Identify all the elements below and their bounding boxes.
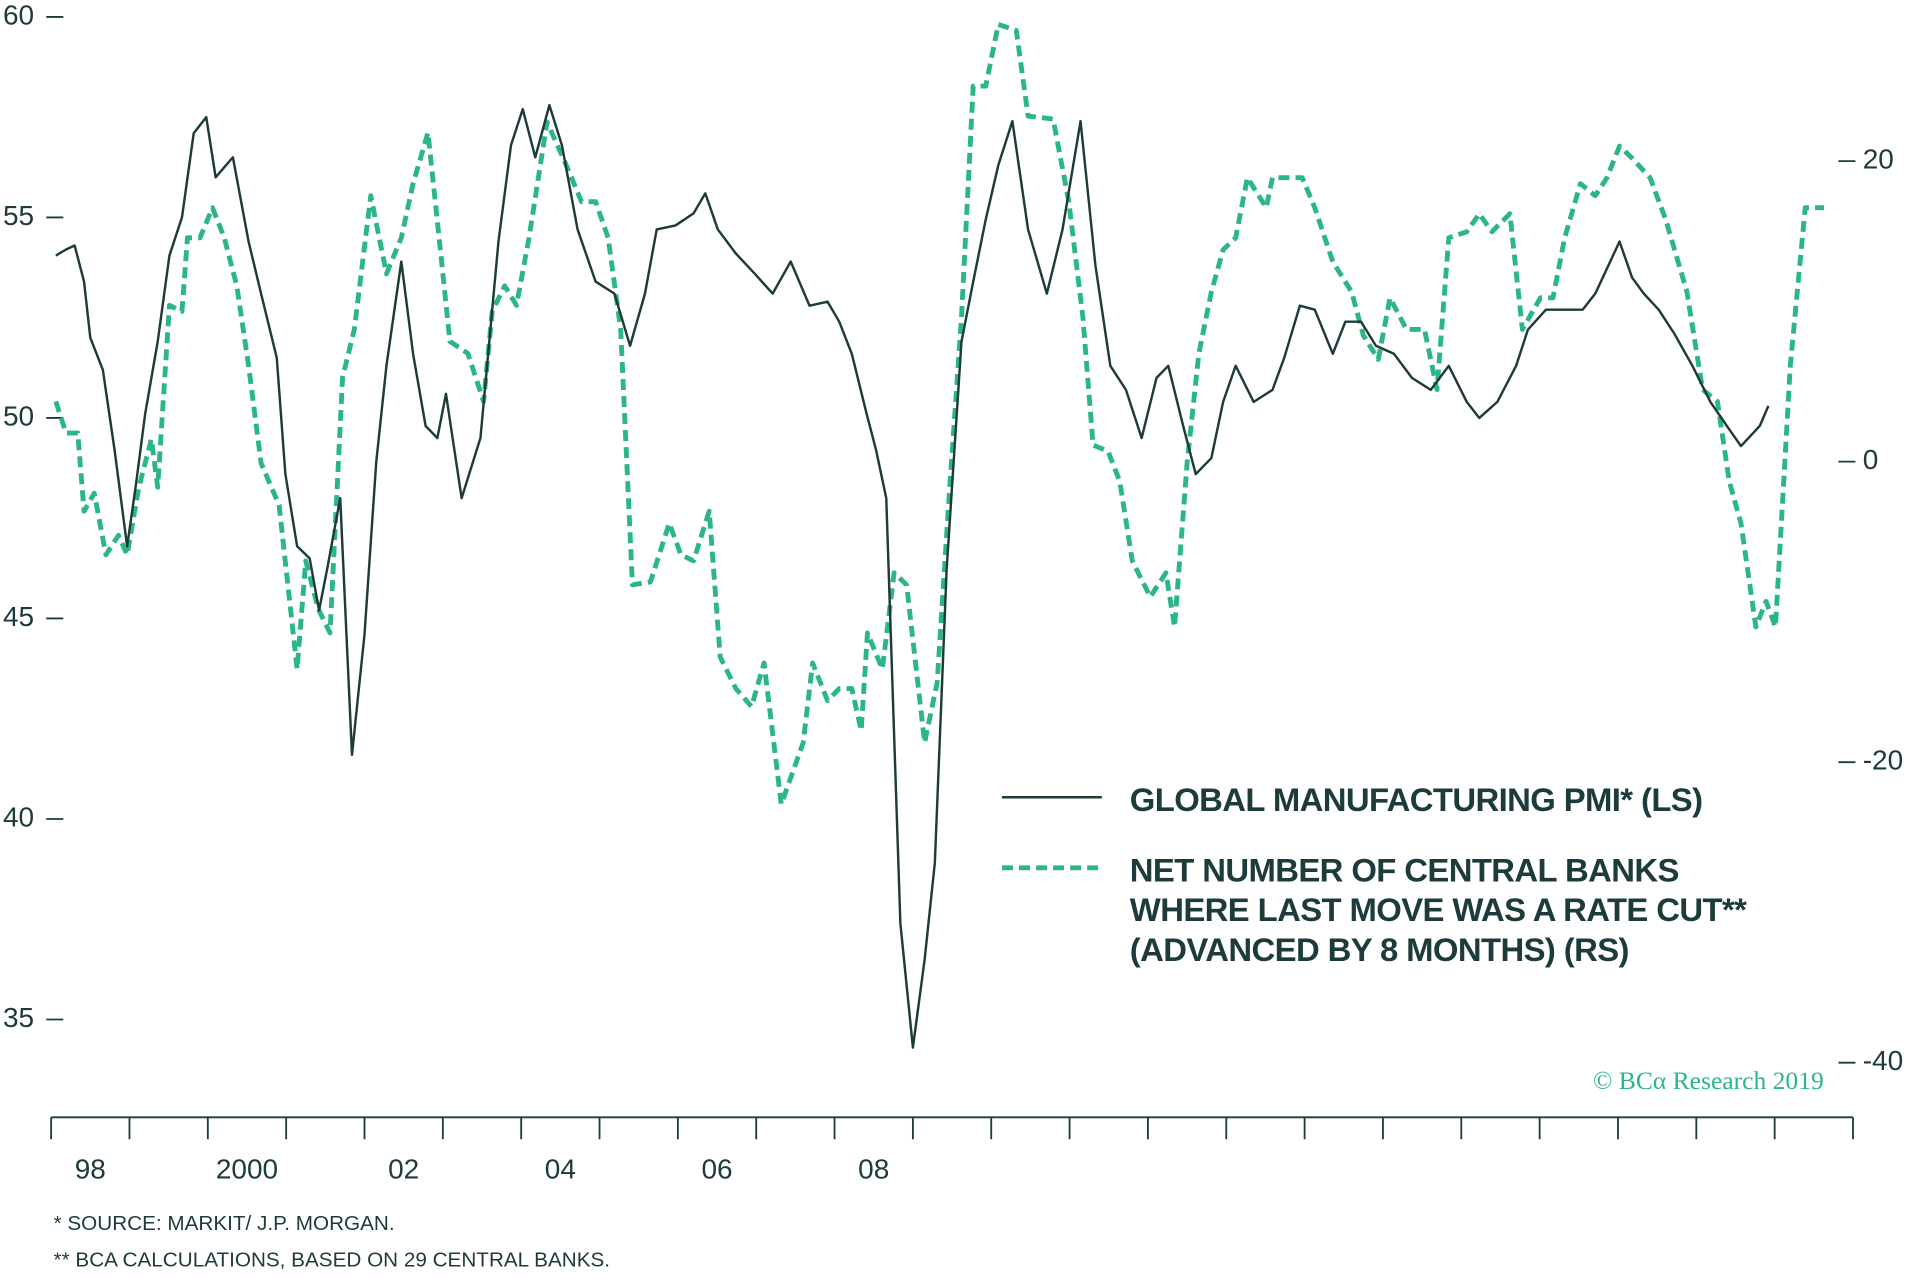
x-tick-label: 04 (545, 1153, 576, 1184)
y-tick-label: 50 (3, 400, 34, 431)
y-tick-label: 60 (3, 0, 34, 30)
series-line (53, 21, 1825, 807)
footnote: * SOURCE: MARKIT/ J.P. MORGAN. (54, 1212, 395, 1235)
y-tick-label: 55 (3, 200, 34, 231)
y2-tick-label: 20 (1863, 144, 1894, 175)
legend-label-line: (ADVANCED BY 8 MONTHS) (RS) (1130, 930, 1629, 967)
x-tick-label: 08 (858, 1153, 889, 1184)
y2-tick-label: 0 (1863, 444, 1879, 475)
credit: © BCα Research 2019 (1593, 1066, 1824, 1095)
y-tick-label: 35 (3, 1002, 34, 1033)
x-tick-label: 98 (75, 1153, 106, 1184)
y2-tick-label: -40 (1863, 1045, 1903, 1076)
footnote: ** BCA CALCULATIONS, BASED ON 29 CENTRAL… (54, 1248, 611, 1271)
x-tick-label: 06 (701, 1153, 732, 1184)
x-tick-label: 02 (388, 1153, 419, 1184)
y-tick-label: 40 (3, 801, 34, 832)
legend-label-line: NET NUMBER OF CENTRAL BANKS (1130, 851, 1679, 888)
x-tick-label: 2000 (216, 1153, 278, 1184)
legend-label: NET NUMBER OF CENTRAL BANKS WHERE LAST MO… (1130, 851, 1747, 967)
series-line (55, 103, 1770, 1049)
legend-label-line: WHERE LAST MOVE WAS A RATE CUT** (1130, 891, 1747, 928)
y-tick-label: 45 (3, 601, 34, 632)
y2-tick-label: -20 (1863, 745, 1903, 776)
legend-label: GLOBAL MANUFACTURING PMI* (LS) (1130, 781, 1703, 818)
